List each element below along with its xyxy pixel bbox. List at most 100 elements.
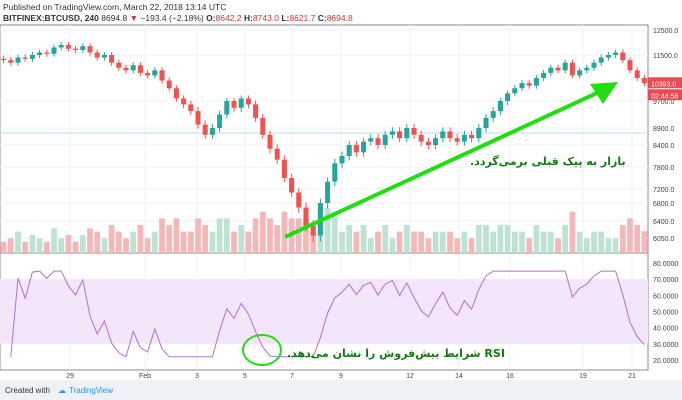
volume-bar (439, 231, 446, 253)
volume-bar (22, 241, 29, 253)
volume-bar (43, 241, 50, 253)
candle-body (245, 98, 251, 105)
low-value: 8621.7 (289, 13, 316, 23)
candle-body (217, 114, 223, 128)
volume-bar (231, 231, 237, 253)
volume-bar (187, 231, 194, 253)
candle-body (152, 70, 158, 76)
candle-body (476, 128, 482, 139)
arrow-head-icon (590, 82, 618, 104)
volume-bar (511, 231, 518, 253)
volume-bar (403, 225, 410, 253)
tradingview-link[interactable]: TradingView (69, 386, 114, 395)
candle-body (339, 156, 345, 164)
candle-body (123, 67, 129, 71)
candle-body (627, 60, 633, 71)
candle-body (591, 62, 597, 68)
volume-bar (605, 238, 612, 253)
volume-bar (130, 231, 137, 253)
candle-body (267, 134, 273, 149)
candle-body (29, 55, 35, 59)
volume-bar (432, 231, 439, 253)
last-price: 8694.8 (101, 13, 128, 23)
candle-body (274, 148, 280, 160)
candle-body (375, 138, 381, 145)
candle-body (505, 93, 511, 101)
candle-body (346, 145, 352, 156)
candle-body (8, 60, 14, 63)
volume-bar (79, 235, 86, 253)
highlight-circle (242, 334, 282, 366)
candle-body (382, 134, 388, 145)
volume-bar (447, 231, 453, 253)
volume-bar (569, 211, 576, 253)
rsi-tick-label: 50.0000 (653, 310, 678, 317)
volume-bar (353, 231, 360, 253)
volume-bar (490, 231, 497, 253)
price-tick-label: 7800.0 (653, 165, 675, 172)
volume-bar (195, 218, 201, 253)
tradingview-logo-icon: ☁ (58, 386, 66, 395)
candle-body (620, 52, 626, 61)
volume-bar (94, 231, 101, 253)
price-chart[interactable]: 12500.011500.09700.08900.08400.07800.072… (0, 0, 682, 380)
candle-body (87, 46, 93, 53)
candle-body (425, 141, 431, 145)
x-tick-label: 21 (628, 373, 636, 380)
volume-bar (144, 238, 151, 253)
o-label: O: (206, 13, 216, 23)
volume-bar (115, 231, 122, 253)
candle-body (310, 225, 316, 236)
volume-bar (101, 238, 108, 253)
candle-body (368, 138, 374, 142)
volume-bar (382, 225, 389, 253)
volume-bar (360, 225, 367, 253)
rsi-tick-label: 60.0000 (653, 293, 678, 300)
candle-body (181, 98, 187, 105)
volume-bar (627, 218, 633, 253)
volume-bar (598, 231, 605, 253)
candle-body (1, 58, 7, 61)
x-tick-label: 14 (455, 373, 463, 380)
rsi-tick-label: 40.0000 (653, 326, 678, 333)
price-tick-label: 12500.0 (653, 28, 678, 35)
candle-body (497, 101, 503, 112)
candle-body (116, 62, 122, 68)
volume-bar (245, 231, 252, 253)
candle-body (598, 57, 604, 63)
volume-bar (87, 228, 93, 253)
volume-bar (562, 225, 569, 253)
volume-bar (425, 238, 432, 253)
volume-bar (555, 238, 561, 253)
rsi-tick-label: 30.0000 (653, 342, 678, 349)
close-value: 8694.8 (326, 13, 353, 23)
volume-bar (483, 225, 489, 253)
volume-bar (7, 238, 14, 253)
candle-body (188, 104, 194, 112)
volume-bar (65, 235, 72, 253)
volume-bar (36, 238, 43, 253)
candle-body (555, 67, 561, 71)
volume-bar (72, 241, 79, 253)
volume-bar (58, 238, 65, 253)
volume-bar (324, 208, 331, 253)
candle-body (281, 159, 287, 178)
candle-body (404, 128, 410, 139)
candle-body (569, 62, 575, 76)
candle-body (433, 138, 439, 145)
price-tick-label: 7200.0 (653, 187, 675, 194)
volume-bar (339, 231, 345, 253)
candle-body (541, 72, 547, 78)
candle-body (397, 131, 403, 139)
candle-body (145, 72, 151, 76)
volume-bar (418, 231, 425, 253)
x-tick-label: Feb (139, 373, 151, 380)
volume-bar (303, 218, 309, 253)
candle-body (73, 48, 79, 50)
candle-body (224, 101, 230, 115)
x-tick-label: 16 (506, 373, 514, 380)
candle-body (296, 192, 302, 208)
rsi-tick-label: 70.0000 (653, 277, 678, 284)
x-tick-label: 5 (243, 373, 247, 380)
candle-body (58, 45, 64, 48)
